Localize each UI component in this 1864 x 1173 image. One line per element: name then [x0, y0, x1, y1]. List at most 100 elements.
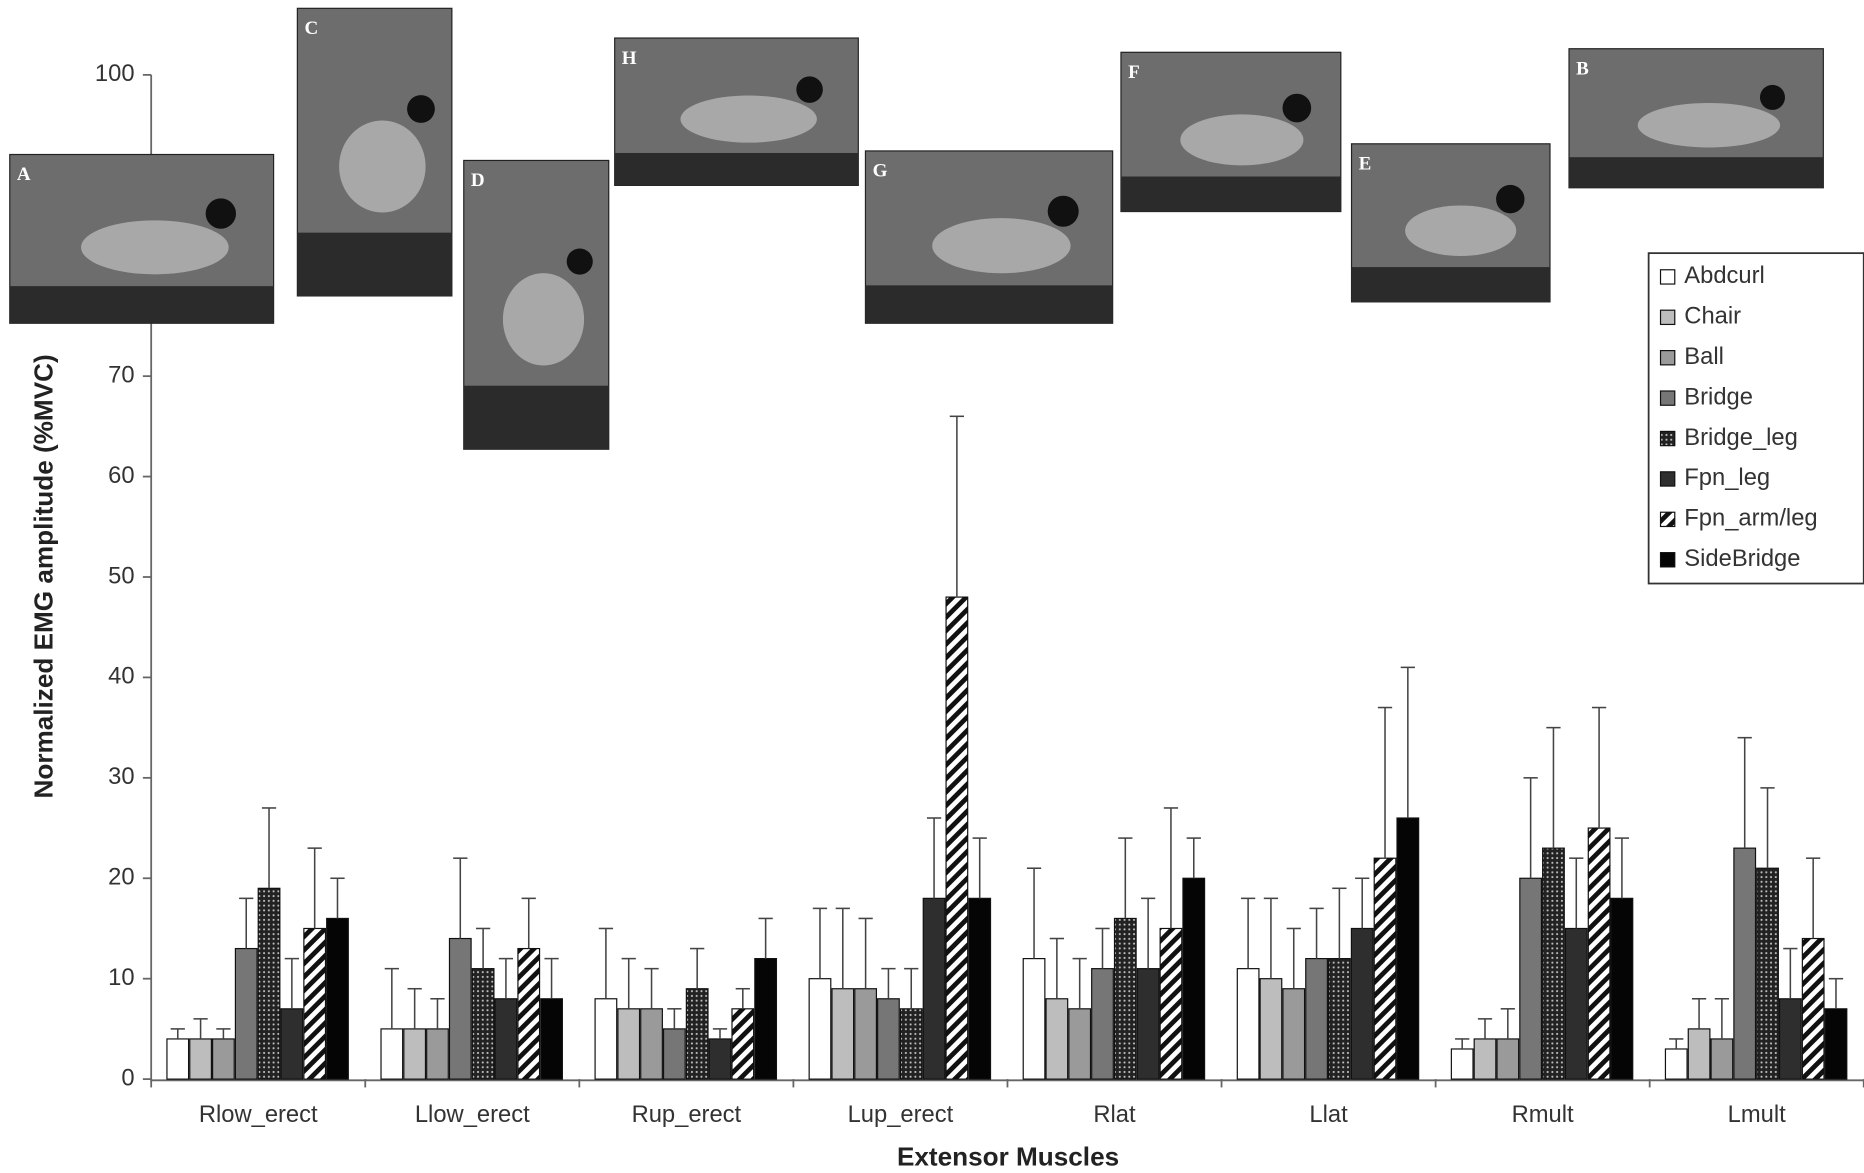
bar — [686, 989, 708, 1079]
photo-figure — [1638, 103, 1780, 147]
bar — [1092, 969, 1114, 1079]
bar — [664, 1029, 686, 1079]
error-bar — [1524, 778, 1538, 878]
photo-floor — [615, 153, 859, 185]
error-bar — [1829, 979, 1843, 1009]
bar — [1374, 858, 1396, 1079]
error-bar — [1355, 878, 1369, 928]
error-bar — [858, 918, 872, 988]
error-bar — [1332, 888, 1346, 958]
legend-label: Abdcurl — [1684, 262, 1765, 289]
x-tick-label: Rmult — [1512, 1101, 1574, 1128]
photo-label: F — [1128, 62, 1140, 83]
error-bar — [622, 959, 636, 1009]
photo-floor — [1121, 177, 1341, 212]
y-tick-label: 10 — [108, 964, 134, 991]
error-bar — [476, 928, 490, 968]
legend-label: Ball — [1684, 343, 1724, 370]
bar — [732, 1009, 754, 1079]
bar — [900, 1009, 922, 1079]
bar — [1351, 928, 1373, 1079]
bar — [1283, 989, 1305, 1079]
error-bar — [904, 969, 918, 1009]
photo: G — [865, 151, 1112, 323]
photo-label: A — [17, 164, 31, 185]
bar — [1023, 959, 1045, 1080]
bar — [1711, 1039, 1733, 1079]
bar — [1069, 1009, 1091, 1079]
x-tick-label: Lup_erect — [848, 1101, 954, 1128]
error-bar — [881, 969, 895, 999]
error-bar — [1187, 838, 1201, 878]
bar — [327, 918, 349, 1079]
bar — [427, 1029, 449, 1079]
photo-head — [407, 95, 435, 123]
x-tick-label: Llat — [1309, 1101, 1348, 1128]
photo-figure — [932, 218, 1070, 273]
bar — [755, 959, 777, 1080]
legend-label: Chair — [1684, 303, 1741, 330]
bar — [641, 1009, 663, 1079]
bar — [946, 597, 968, 1079]
photo-figure — [680, 96, 816, 143]
error-bar — [1615, 838, 1629, 898]
photo: C — [297, 8, 451, 296]
error-bar — [1118, 838, 1132, 918]
error-bar — [1164, 808, 1178, 929]
error-bar — [522, 898, 536, 948]
bar — [1780, 999, 1802, 1079]
x-tick-label: Lmult — [1728, 1101, 1786, 1128]
error-bar — [453, 858, 467, 938]
error-bar — [1738, 738, 1752, 848]
photo-label: H — [622, 48, 637, 69]
error-bar — [1050, 939, 1064, 999]
error-bar — [1715, 999, 1729, 1039]
legend-swatch — [1661, 431, 1675, 445]
bar — [595, 999, 617, 1079]
y-axis-title: Normalized EMG amplitude (%MVC) — [28, 354, 58, 798]
bar — [304, 928, 326, 1079]
error-bar — [690, 949, 704, 989]
photo-floor — [464, 386, 609, 450]
error-bar — [973, 838, 987, 898]
legend-label: Bridge — [1684, 383, 1753, 410]
bar — [1665, 1049, 1687, 1079]
bar — [1451, 1049, 1473, 1079]
legend-swatch — [1661, 270, 1675, 284]
bar — [1825, 1009, 1847, 1079]
error-bar — [1455, 1039, 1469, 1049]
photo-floor — [865, 285, 1112, 323]
y-tick-label: 20 — [108, 864, 134, 891]
legend-swatch — [1661, 472, 1675, 486]
error-bar — [430, 999, 444, 1029]
bar — [518, 949, 540, 1080]
bar — [281, 1009, 303, 1079]
legend-label: Fpn_arm/leg — [1684, 505, 1817, 532]
error-bar — [262, 808, 276, 888]
bar — [1397, 818, 1419, 1079]
bar — [832, 989, 854, 1079]
x-tick-label: Llow_erect — [415, 1101, 530, 1128]
photo-label: D — [471, 170, 485, 191]
y-tick-label: 100 — [95, 60, 135, 87]
photo-head — [567, 248, 593, 274]
bar — [495, 999, 517, 1079]
bar — [449, 939, 471, 1080]
error-bar — [499, 959, 513, 999]
photo: H — [615, 38, 859, 185]
y-tick-label: 40 — [108, 663, 134, 690]
error-bar — [216, 1029, 230, 1039]
chart: Normalized EMG amplitude (%MVC) Extensor… — [0, 0, 1864, 1173]
y-tick-label: 0 — [121, 1064, 134, 1091]
error-bar — [950, 416, 964, 597]
bar — [969, 898, 991, 1079]
bar — [855, 989, 877, 1079]
bar — [1520, 878, 1542, 1079]
photo-figure — [503, 273, 584, 365]
error-bar — [330, 878, 344, 918]
error-bar — [544, 959, 558, 999]
bar — [1137, 969, 1159, 1079]
y-tick-label: 60 — [108, 462, 134, 489]
error-bar — [1501, 1009, 1515, 1039]
error-bar — [408, 989, 422, 1029]
